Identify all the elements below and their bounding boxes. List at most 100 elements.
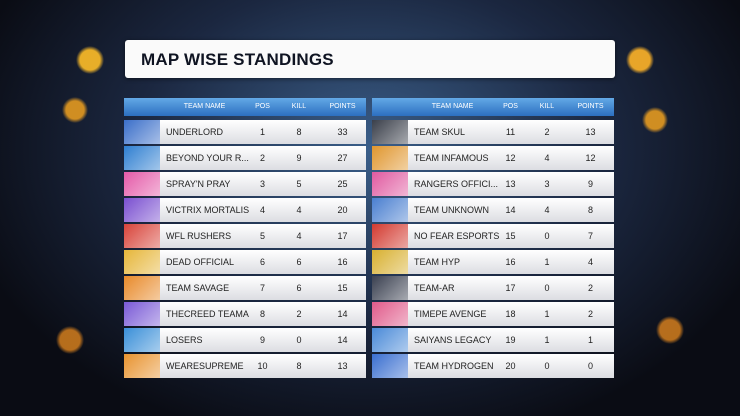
standing-row: TEAM INFAMOUS 12 4 12: [372, 146, 614, 170]
kill: 8: [296, 127, 302, 137]
team-logo: [124, 224, 160, 248]
kill: 3: [544, 179, 550, 189]
team-logo: [124, 276, 160, 300]
standing-row: SAIYANS LEGACY 19 1 1: [372, 328, 614, 352]
points: 15: [337, 283, 348, 293]
points: 13: [585, 127, 596, 137]
team-name: TEAM SKUL: [414, 127, 466, 137]
pos: 15: [505, 231, 516, 241]
points: 17: [337, 231, 348, 241]
table-header: TEAM NAME POS KILL POINTS: [124, 98, 366, 116]
column-header: POS: [503, 103, 518, 110]
column-header: POINTS: [577, 103, 604, 110]
standing-row: TEAM UNKNOWN 14 4 8: [372, 198, 614, 222]
kill: 0: [296, 335, 302, 345]
pos: 18: [505, 309, 516, 319]
team-logo: [124, 250, 160, 274]
points: 1: [587, 335, 593, 345]
standing-row: WEARESUPREME 10 8 13: [124, 354, 366, 378]
kill: 9: [296, 153, 302, 163]
standing-row: NO FEAR ESPORTS 15 0 7: [372, 224, 614, 248]
team-name: SAIYANS LEGACY: [414, 335, 492, 345]
kill: 8: [296, 361, 302, 371]
team-name: UNDERLORD: [166, 127, 224, 137]
team-logo: [124, 198, 160, 222]
team-name: TEAM HYDROGEN: [414, 361, 494, 371]
pos: 5: [259, 231, 265, 241]
team-name: SPRAY'N PRAY: [166, 179, 231, 189]
title: MAP WISE STANDINGS: [141, 50, 334, 69]
pos: 2: [259, 153, 265, 163]
points: 0: [587, 361, 593, 371]
column-header: POS: [255, 103, 270, 110]
points: 8: [587, 205, 593, 215]
points: 13: [337, 361, 348, 371]
team-name: BEYOND YOUR R...: [166, 153, 249, 163]
pos: 1: [259, 127, 265, 137]
pos: 6: [259, 257, 265, 267]
pos: 16: [505, 257, 516, 267]
team-name: TIMEPE AVENGE: [414, 309, 487, 319]
kill: 2: [544, 127, 550, 137]
pos: 3: [259, 179, 265, 189]
kill: 4: [544, 205, 550, 215]
standing-row: DEAD OFFICIAL 6 6 16: [124, 250, 366, 274]
points: 2: [587, 283, 593, 293]
team-logo: [372, 224, 408, 248]
team-logo: [372, 276, 408, 300]
kill: 0: [544, 283, 550, 293]
pos: 9: [259, 335, 265, 345]
pos: 19: [505, 335, 516, 345]
team-name: WEARESUPREME: [166, 361, 244, 371]
points: 14: [337, 335, 348, 345]
team-logo: [124, 120, 160, 144]
kill: 4: [296, 231, 302, 241]
standing-row: TEAM-AR 17 0 2: [372, 276, 614, 300]
pos: 20: [505, 361, 516, 371]
points: 7: [587, 231, 593, 241]
team-name: TEAM-AR: [414, 283, 455, 293]
team-name: DEAD OFFICIAL: [166, 257, 235, 267]
pos: 12: [505, 153, 516, 163]
team-logo: [372, 172, 408, 196]
team-logo: [124, 328, 160, 352]
pos: 10: [257, 361, 268, 371]
points: 20: [337, 205, 348, 215]
kill: 1: [544, 309, 550, 319]
team-name: THECREED TEAMA: [166, 309, 249, 319]
points: 33: [337, 127, 348, 137]
pos: 14: [505, 205, 516, 215]
table-header: TEAM NAME POS KILL POINTS: [372, 98, 614, 116]
pos: 7: [259, 283, 265, 293]
column-header: POINTS: [329, 103, 356, 110]
standing-row: TEAM SAVAGE 7 6 15: [124, 276, 366, 300]
pos: 4: [259, 205, 265, 215]
points: 14: [337, 309, 348, 319]
kill: 5: [296, 179, 302, 189]
team-logo: [124, 146, 160, 170]
team-name: LOSERS: [166, 335, 203, 345]
standing-row: LOSERS 9 0 14: [124, 328, 366, 352]
standing-row: VICTRIX MORTALIS 4 4 20: [124, 198, 366, 222]
column-header: KILL: [539, 103, 555, 110]
pos: 8: [259, 309, 265, 319]
column-header: TEAM NAME: [183, 103, 226, 110]
standing-row: TEAM HYDROGEN 20 0 0: [372, 354, 614, 378]
team-logo: [372, 328, 408, 352]
standing-row: TEAM SKUL 11 2 13: [372, 120, 614, 144]
kill: 1: [544, 335, 550, 345]
points: 25: [337, 179, 348, 189]
points: 27: [337, 153, 348, 163]
team-logo: [124, 172, 160, 196]
team-name: WFL RUSHERS: [166, 231, 232, 241]
pos: 17: [505, 283, 516, 293]
kill: 1: [544, 257, 550, 267]
pos: 11: [505, 127, 516, 137]
standing-row: THECREED TEAMA 8 2 14: [124, 302, 366, 326]
team-name: NO FEAR ESPORTS: [414, 231, 500, 241]
pos: 13: [505, 179, 516, 189]
points: 2: [587, 309, 593, 319]
team-name: TEAM HYP: [414, 257, 461, 267]
team-logo: [372, 120, 408, 144]
